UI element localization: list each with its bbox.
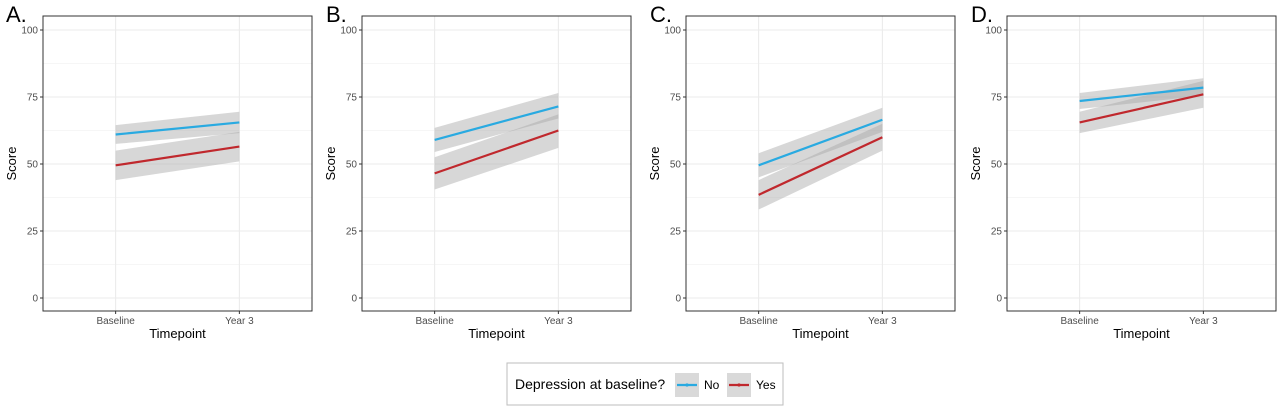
y-tick-label: 100 — [664, 26, 681, 37]
series-line-no — [758, 118, 883, 167]
chart-panel-2: B. 0 25 50 75 100 Baseline Year 3 Timepoint Score — [323, 2, 632, 341]
series-line-yes — [434, 129, 559, 175]
y-tick-label: 50 — [346, 160, 358, 171]
y-tick-label: 0 — [675, 294, 681, 305]
panel-label: C. — [650, 2, 672, 27]
x-tick-label: Year 3 — [1189, 316, 1218, 327]
y-tick-label: 25 — [991, 227, 1003, 238]
legend-label-yes: Yes — [756, 378, 776, 392]
y-tick-label: 100 — [985, 26, 1002, 37]
legend-swatch-dot — [685, 383, 689, 387]
y-axis-title: Score — [968, 147, 983, 181]
y-tick-label: 25 — [27, 227, 39, 238]
panel-label: B. — [326, 2, 347, 27]
y-tick-label: 75 — [991, 93, 1003, 104]
confidence-ribbon-yes — [1079, 80, 1204, 134]
y-tick-label: 0 — [351, 294, 357, 305]
legend: Depression at baseline? No Yes — [506, 362, 784, 406]
x-tick-label: Baseline — [739, 316, 778, 327]
y-tick-label: 50 — [27, 160, 39, 171]
legend-label-no: No — [704, 378, 720, 392]
chart-panel-3: C. 0 25 50 75 100 Baseline Year 3 Timepoint Score — [647, 2, 956, 341]
x-axis-title: Timepoint — [792, 326, 849, 341]
legend-box — [506, 362, 784, 406]
series-line-no — [434, 105, 559, 141]
y-axis-title: Score — [647, 147, 662, 181]
chart-panel-1: A. 0 25 50 75 100 Baseline Year 3 Timepoint Score — [4, 2, 313, 341]
x-tick-label: Year 3 — [544, 316, 573, 327]
panel-label: D. — [971, 2, 993, 27]
legend-swatch-dot — [737, 383, 741, 387]
y-axis-title: Score — [323, 147, 338, 181]
series-line-yes — [758, 136, 883, 196]
series-line-no — [1079, 86, 1204, 103]
x-axis-title: Timepoint — [149, 326, 206, 341]
panel-label: A. — [6, 2, 27, 27]
series-line-yes — [1079, 93, 1204, 124]
x-axis-title: Timepoint — [468, 326, 525, 341]
x-tick-label: Year 3 — [868, 316, 897, 327]
series-line-yes — [115, 145, 240, 167]
y-tick-label: 25 — [346, 227, 358, 238]
series-line-no — [115, 121, 240, 136]
x-tick-label: Year 3 — [225, 316, 254, 327]
x-tick-label: Baseline — [1060, 316, 1099, 327]
x-tick-label: Baseline — [415, 316, 454, 327]
y-axis-title: Score — [4, 147, 19, 181]
y-tick-label: 0 — [996, 294, 1002, 305]
y-tick-label: 100 — [21, 26, 38, 37]
y-tick-label: 50 — [991, 160, 1003, 171]
y-tick-label: 100 — [340, 26, 357, 37]
y-tick-label: 75 — [346, 93, 358, 104]
y-tick-label: 75 — [670, 93, 682, 104]
x-tick-label: Baseline — [96, 316, 135, 327]
y-tick-label: 75 — [27, 93, 39, 104]
chart-panel-4: D. 0 25 50 75 100 Baseline Year 3 Timepoint Score — [968, 2, 1277, 341]
y-tick-label: 50 — [670, 160, 682, 171]
x-axis-title: Timepoint — [1113, 326, 1170, 341]
y-tick-label: 25 — [670, 227, 682, 238]
y-tick-label: 0 — [32, 294, 38, 305]
legend-title: Depression at baseline? — [515, 376, 665, 392]
